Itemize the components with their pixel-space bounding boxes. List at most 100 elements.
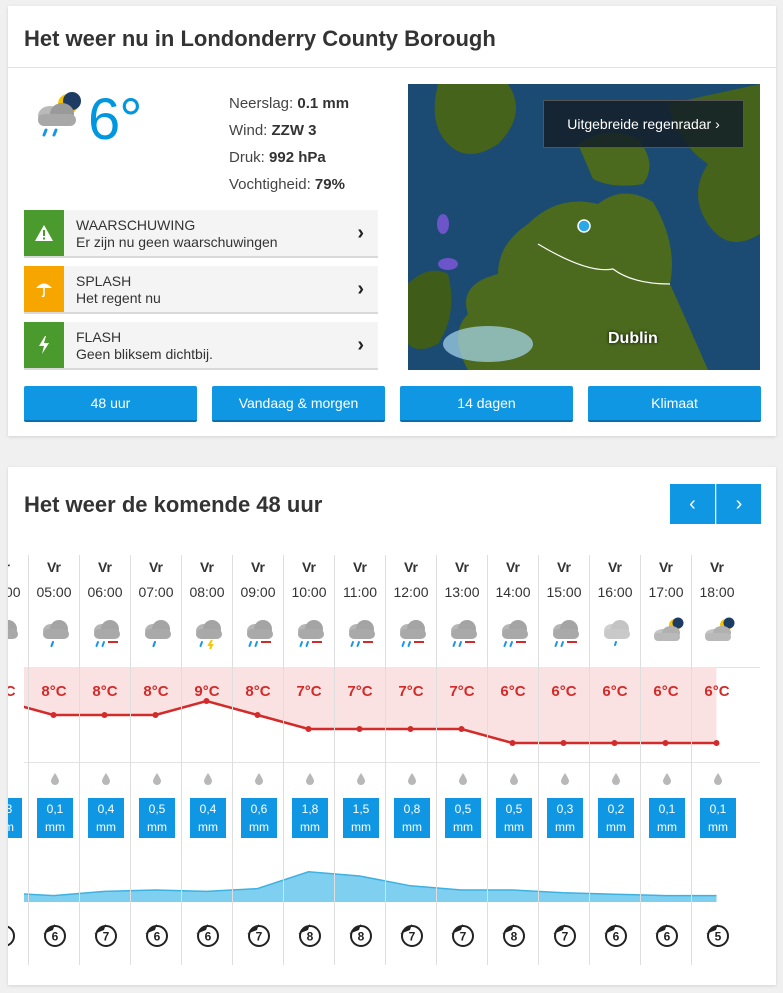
hour-column: Vr 04:00 8°C 0,3 mm 5 xyxy=(8,555,28,965)
hour-label: 08:00 xyxy=(189,584,225,600)
stat-label: Wind: xyxy=(229,122,268,139)
stat-value: 992 hPa xyxy=(269,149,326,166)
flash-alert[interactable]: FLASH Geen bliksem dichtbij. › xyxy=(24,322,378,370)
hour-column: Vr 11:00 7°C 1,5 mm 8 xyxy=(334,555,385,965)
warning-alert[interactable]: WAARSCHUWING Er zijn nu geen waarschuwin… xyxy=(24,210,378,258)
svg-text:7: 7 xyxy=(103,930,110,944)
temperature-point xyxy=(203,698,210,704)
next-button[interactable]: › xyxy=(716,484,761,524)
warning-icon xyxy=(24,210,64,256)
raindrop-icon xyxy=(306,773,314,785)
precipitation-value: 0,5 xyxy=(454,802,472,816)
cloud-rain-wind-icon xyxy=(451,620,477,647)
alert-text: Geen bliksem dichtbij. xyxy=(76,346,213,362)
night-cloud-icon xyxy=(705,617,735,641)
temperature-label: 8°C xyxy=(245,683,271,700)
stat-precipitation: Neerslag: 0.1 mm xyxy=(229,90,349,117)
temperature-label: 7°C xyxy=(296,683,322,700)
day-label: Vr xyxy=(301,559,316,575)
radar-button-label: Uitgebreide regenradar xyxy=(567,116,712,132)
prev-button[interactable]: ‹ xyxy=(670,484,715,524)
forecast-card: Het weer de komende 48 uur ‹ › Vr 04:00 8°… xyxy=(8,467,776,985)
svg-text:6: 6 xyxy=(613,930,620,944)
hour-column: Vr 18:00 6°C 0,1 mm 5 xyxy=(691,555,742,965)
temperature-label: 7°C xyxy=(449,683,475,700)
nav-14-days-button[interactable]: 14 dagen xyxy=(400,386,573,422)
precipitation-label: 0,3 mm xyxy=(8,798,22,838)
temperature-label: 6°C xyxy=(500,683,526,700)
raindrop-icon xyxy=(459,773,467,785)
current-temperature: 6° xyxy=(88,87,142,152)
hour-label: 14:00 xyxy=(495,584,531,600)
stat-label: Vochtigheid: xyxy=(229,176,311,193)
temperature-point xyxy=(713,740,720,746)
precipitation-unit: mm xyxy=(606,820,626,834)
radar-button[interactable]: Uitgebreide regenradar › xyxy=(543,100,744,148)
precipitation-value: 0,4 xyxy=(199,802,217,816)
wind-direction-icon: 6 xyxy=(43,924,66,947)
umbrella-icon xyxy=(24,266,64,312)
hour-label: 16:00 xyxy=(597,584,633,600)
hour-label: 06:00 xyxy=(87,584,123,600)
cloud-rain-icon xyxy=(43,620,69,648)
wind-direction-icon: 7 xyxy=(400,924,423,947)
hour-label: 09:00 xyxy=(240,584,276,600)
hour-label: 10:00 xyxy=(291,584,327,600)
hour-column: Vr 14:00 6°C 0,5 mm 8 xyxy=(487,555,538,965)
raindrop-icon xyxy=(51,773,59,785)
day-label: Vr xyxy=(454,559,469,575)
temperature-point xyxy=(560,740,567,746)
radar-map[interactable]: Uitgebreide regenradar › Dublin xyxy=(408,84,760,370)
cloud-rain-icon xyxy=(8,620,18,639)
temperature-label: 8°C xyxy=(92,683,118,700)
wind-direction-icon: 6 xyxy=(604,924,627,947)
temperature-point xyxy=(356,726,363,732)
temperature-label: 9°C xyxy=(194,683,220,700)
precipitation-unit: mm xyxy=(657,820,677,834)
precipitation-unit: mm xyxy=(249,820,269,834)
precipitation-unit: mm xyxy=(453,820,473,834)
precipitation-label: 0,5 mm xyxy=(445,798,481,838)
svg-text:6: 6 xyxy=(205,930,212,944)
temperature-point xyxy=(50,712,57,718)
divider xyxy=(8,67,776,68)
precipitation-unit: mm xyxy=(555,820,575,834)
cloud-rain-icon xyxy=(145,620,171,648)
precipitation-label: 0,5 mm xyxy=(496,798,532,838)
precipitation-unit: mm xyxy=(504,820,524,834)
svg-text:6: 6 xyxy=(664,930,671,944)
day-label: Vr xyxy=(505,559,520,575)
precipitation-label: 1,5 mm xyxy=(343,798,379,838)
nav-48-hours-button[interactable]: 48 uur xyxy=(24,386,197,422)
precipitation-label: 0,1 mm xyxy=(37,798,73,838)
wind-direction-icon: 7 xyxy=(451,924,474,947)
temperature-label: 8°C xyxy=(8,683,16,700)
wind-direction-icon: 6 xyxy=(196,924,219,947)
temperature-point xyxy=(611,740,618,746)
temperature-label: 6°C xyxy=(704,683,730,700)
stat-wind: Wind: ZZW 3 xyxy=(229,117,349,144)
temperature-label: 8°C xyxy=(143,683,169,700)
precipitation-label: 0,4 mm xyxy=(190,798,226,838)
precipitation-unit: mm xyxy=(351,820,371,834)
cloud-rain-wind-icon xyxy=(247,620,273,647)
cloud-storm-icon xyxy=(196,620,222,649)
svg-text:8: 8 xyxy=(358,930,365,944)
nav-today-tomorrow-button[interactable]: Vandaag & morgen xyxy=(212,386,385,422)
temperature-graph xyxy=(24,667,720,746)
precipitation-label: 0,8 mm xyxy=(394,798,430,838)
day-label: Vr xyxy=(352,559,367,575)
svg-text:8: 8 xyxy=(511,930,518,944)
precipitation-value: 0,5 xyxy=(148,802,166,816)
cloud-rain-wind-icon xyxy=(553,620,579,647)
hour-column: Vr 06:00 8°C 0,4 mm 7 xyxy=(79,555,130,965)
splash-alert[interactable]: SPLASH Het regent nu › xyxy=(24,266,378,314)
raindrop-icon xyxy=(357,773,365,785)
precipitation-label: 0,1 mm xyxy=(649,798,685,838)
wind-direction-icon: 5 xyxy=(8,925,15,947)
wind-direction-icon: 7 xyxy=(94,924,117,947)
hour-label: 11:00 xyxy=(343,584,377,600)
nav-climate-button[interactable]: Klimaat xyxy=(588,386,761,422)
precipitation-value: 0,1 xyxy=(709,802,727,816)
temperature-point xyxy=(509,740,516,746)
